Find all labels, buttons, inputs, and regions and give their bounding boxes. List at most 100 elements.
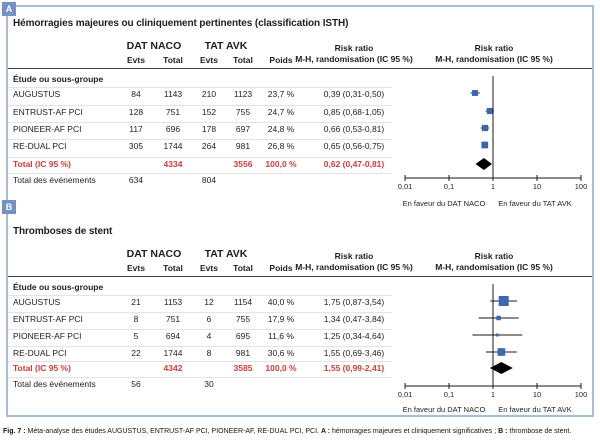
row-separator [8, 105, 392, 106]
total-avk-sum: 3556 [233, 159, 253, 169]
col-header-total-naco: Total [163, 55, 183, 65]
axis-tick-label: 100 [575, 390, 588, 399]
weight-value: 40,0 % [267, 297, 295, 307]
row-separator [8, 377, 392, 378]
row-separator [8, 122, 392, 123]
risk-ratio-plot-header-line1: Risk ratio [474, 251, 514, 261]
study-marker [481, 141, 489, 149]
weight-value: 24,8 % [267, 124, 295, 134]
header-rule [8, 276, 592, 277]
weight-value: 11,6 % [268, 331, 294, 341]
risk-ratio-header-line2: M-H, randomisation (IC 95 %) [295, 54, 413, 64]
evts-naco-value: 8 [133, 314, 139, 324]
total-label: Total (IC 95 %) [13, 159, 71, 169]
total-avk-value: 1123 [233, 89, 253, 99]
caption-b-label: B : [498, 428, 508, 435]
study-name: AUGUSTUS [13, 89, 61, 99]
favor-right-label: En faveur du TAT AVK [498, 405, 572, 414]
study-marker [481, 124, 489, 132]
forest-plot-a: 0,01 0,1 1 10 100 En faveur du DAT NACO En fav… [398, 76, 588, 208]
study-name: AUGUSTUS [13, 297, 61, 307]
weight-value: 17,9 % [267, 314, 295, 324]
total-avk-value: 755 [235, 107, 251, 117]
risk-ratio-value: 1,75 (0,87-3,54) [323, 297, 385, 307]
study-name: RE-DUAL PCI [13, 141, 67, 151]
total-naco-value: 694 [165, 331, 181, 341]
figure-caption: Fig. 7 : Méta-analyse des études AUGUSTU… [3, 428, 597, 435]
study-name: ENTRUST-AF PCI [13, 314, 83, 324]
col-header-poids: Poids [269, 55, 293, 65]
row-separator [8, 361, 392, 362]
total-label: Total (IC 95 %) [13, 363, 71, 373]
total-naco-value: 751 [165, 314, 181, 324]
row-separator [8, 329, 392, 330]
forest-plot-b: 0,01 0,1 1 10 100 En faveur du DAT NACO En fav… [398, 284, 588, 414]
row-separator [8, 312, 392, 313]
row-group-header: Étude ou sous-groupe [13, 282, 104, 292]
favor-right-label: En faveur du TAT AVK [498, 199, 572, 208]
caption-b-text: thrombose de stent. [509, 428, 572, 435]
caption-fig-label: Fig. 7 : [3, 428, 26, 435]
axis-tick-label: 10 [533, 390, 541, 399]
evts-naco-value: 84 [131, 89, 141, 99]
axis-tick-label: 100 [575, 182, 588, 191]
total-diamond [489, 362, 513, 374]
total-weight: 100,0 % [265, 159, 297, 169]
events-avk-sum: 804 [201, 175, 217, 185]
caption-a-text: hémorragies majeures et cliniquement sig… [331, 428, 497, 435]
total-avk-value: 697 [235, 124, 251, 134]
study-name: PIONEER-AF PCI [13, 331, 82, 341]
study-marker [496, 315, 501, 321]
row-separator [8, 87, 392, 88]
weight-value: 26,8 % [267, 141, 295, 151]
evts-avk-value: 6 [206, 314, 212, 324]
total-avk-value: 1154 [233, 297, 253, 307]
total-naco-sum: 4342 [163, 363, 183, 373]
total-weight: 100,0 % [265, 363, 297, 373]
axis-tick-label: 1 [491, 390, 495, 399]
risk-ratio-plot-header-line1: Risk ratio [474, 43, 514, 53]
events-label: Total des événements [13, 379, 96, 389]
axis-tick-label: 10 [533, 182, 541, 191]
study-marker [486, 107, 493, 115]
col-header-total-naco: Total [163, 263, 183, 273]
risk-ratio-value: 0,66 (0,53-0,81) [323, 124, 385, 134]
evts-naco-value: 305 [128, 141, 144, 151]
risk-ratio-value: 0,39 (0,31-0,50) [323, 89, 385, 99]
col-header-evts-naco: Evts [127, 55, 145, 65]
risk-ratio-value: 0,65 (0,56-0,75) [323, 141, 385, 151]
col-header-evts-naco: Evts [127, 263, 145, 273]
row-separator [8, 346, 392, 347]
study-name: ENTRUST-AF PCI [13, 107, 83, 117]
risk-ratio-value: 1,55 (0,69-3,46) [323, 348, 385, 358]
events-label: Total des événements [13, 175, 96, 185]
evts-avk-value: 178 [201, 124, 217, 134]
risk-ratio-value: 0,85 (0,68-1,05) [323, 107, 385, 117]
study-name: RE-DUAL PCI [13, 348, 67, 358]
total-naco-value: 1744 [163, 141, 183, 151]
axis-tick-label: 0,1 [444, 390, 454, 399]
weight-value: 24,7 % [267, 107, 295, 117]
total-risk-ratio: 1,55 (0,99-2,41) [323, 363, 385, 373]
risk-ratio-value: 1,25 (0,34-4,64) [323, 331, 385, 341]
evts-naco-value: 21 [131, 297, 141, 307]
caption-intro: Méta-analyse des études AUGUSTUS, ENTRUS… [27, 428, 319, 435]
total-naco-value: 1744 [163, 348, 183, 358]
risk-ratio-plot-column-header: Risk ratio M-H, randomisation (IC 95 %) [412, 251, 576, 273]
total-avk-value: 695 [235, 331, 251, 341]
evts-avk-value: 152 [201, 107, 217, 117]
column-group-dat-naco: DAT NACO [126, 40, 182, 52]
row-group-header: Étude ou sous-groupe [13, 74, 104, 84]
events-avk-sum: 30 [204, 379, 214, 389]
evts-avk-value: 8 [206, 348, 212, 358]
panel-a-badge: A [2, 2, 16, 16]
study-marker [497, 348, 506, 356]
study-name: PIONEER-AF PCI [13, 124, 82, 134]
weight-value: 30,6 % [267, 348, 295, 358]
risk-ratio-value: 1,34 (0,47-3,84) [323, 314, 385, 324]
total-naco-value: 1153 [163, 297, 183, 307]
axis-tick-label: 0,01 [398, 390, 413, 399]
axis-tick-label: 0,01 [398, 182, 413, 191]
risk-ratio-plot-column-header: Risk ratio M-H, randomisation (IC 95 %) [412, 43, 576, 65]
